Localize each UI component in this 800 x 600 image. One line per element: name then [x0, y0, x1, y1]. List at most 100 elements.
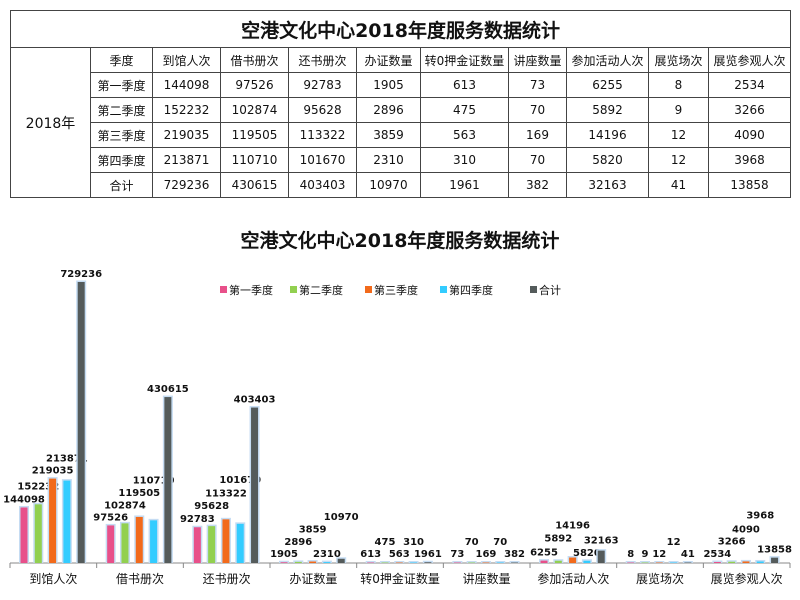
data-label: 1961	[414, 549, 442, 560]
bar-第一季度	[20, 507, 28, 563]
data-label: 613	[360, 549, 381, 560]
table-cell: 403403	[288, 172, 357, 198]
bar-第二季度	[294, 561, 302, 563]
bar-glow	[466, 561, 477, 563]
data-label: 32163	[584, 536, 619, 547]
bar-合计	[424, 562, 432, 563]
legend-label: 第三季度	[374, 283, 418, 297]
bar-第二季度	[554, 560, 562, 563]
bar-第一季度	[193, 527, 201, 563]
column-header: 到馆人次	[152, 47, 221, 73]
data-label: 41	[681, 549, 695, 560]
bar-glow	[422, 560, 433, 563]
bar-glow	[321, 560, 332, 563]
bar-合计	[164, 397, 172, 563]
x-tick-label: 参加活动人次	[537, 571, 609, 586]
data-label: 563	[389, 549, 410, 560]
table-row: 合计 729236 430615 403403 10970 1961 382 32163 41 1…	[11, 172, 792, 198]
bar-glow	[480, 561, 491, 563]
table-row: 第一季度 144098 97526 92783 1905 613 73 6255 8 2534	[11, 72, 792, 98]
table-cell: 合计	[90, 172, 153, 198]
table-row: 第三季度 219035 119505 113322 3859 563 169 14196 12 4…	[11, 122, 792, 148]
data-label: 310	[403, 537, 424, 548]
data-label: 12	[667, 537, 681, 548]
bar-第二季度	[468, 562, 476, 563]
data-label: 8	[627, 549, 634, 560]
bar-合计	[251, 407, 259, 563]
bar-glow	[293, 560, 304, 563]
data-label: 5892	[544, 534, 572, 545]
bar-第一季度	[540, 560, 548, 563]
bar-glow	[365, 561, 376, 563]
bar-第四季度	[583, 560, 591, 563]
x-tick-label: 展览参观人次	[711, 571, 783, 586]
table-header-row: 2018年 季度 到馆人次 借书册次 还书册次 办证数量 转0押金证数量 讲座数量 参加活动人次…	[10, 47, 792, 198]
legend-swatch	[220, 286, 227, 293]
table-cell: 6255	[566, 72, 649, 98]
data-label: 152232	[17, 481, 59, 492]
legend-swatch	[530, 286, 537, 293]
bar-第三季度	[569, 557, 577, 563]
legend-item: 第三季度	[365, 283, 418, 297]
x-tick-label: 借书册次	[116, 572, 164, 586]
bar-第一季度	[367, 562, 375, 563]
data-label: 92783	[180, 514, 215, 525]
bar-第二季度	[121, 523, 129, 563]
legend-item: 合计	[530, 283, 561, 297]
bar-第二季度	[641, 562, 649, 563]
bar-第三季度	[135, 516, 143, 563]
bar-第四季度	[63, 480, 71, 563]
bar-第二季度	[381, 562, 389, 563]
column-header: 展览场次	[648, 47, 709, 73]
table-cell: 1961	[420, 172, 509, 198]
table-cell: 12	[648, 147, 709, 173]
data-label: 3859	[299, 525, 327, 536]
table-cell: 32163	[566, 172, 649, 198]
data-label: 10970	[324, 512, 359, 523]
table-row: 第四季度 213871 110710 101670 2310 310 70 5820 12 396…	[11, 147, 792, 173]
x-tick-label: 还书册次	[203, 572, 251, 586]
bar-第四季度	[410, 562, 418, 563]
bar-合计	[684, 562, 692, 563]
table-cell: 13858	[707, 172, 792, 198]
bar-glow	[509, 561, 520, 563]
bar-第四季度	[323, 562, 331, 563]
table-cell: 41	[648, 172, 709, 198]
legend-swatch	[365, 286, 372, 293]
table-cell: 95628	[288, 97, 357, 123]
data-label: 213871	[46, 454, 88, 465]
bar-glow	[682, 561, 693, 563]
bar-合计	[337, 558, 345, 563]
bar-合计	[511, 562, 519, 563]
bar-第三季度	[742, 561, 750, 563]
x-tick-label: 转0押金证数量	[360, 571, 440, 586]
bar-第二季度	[208, 526, 216, 563]
legend-label: 合计	[539, 283, 561, 297]
data-label: 102874	[104, 500, 146, 511]
year-cell: 2018年	[10, 47, 91, 198]
bar-第一季度	[627, 562, 635, 563]
x-tick-label: 讲座数量	[463, 571, 511, 586]
x-tick-label: 到馆人次	[29, 571, 77, 586]
data-label: 13858	[757, 545, 792, 556]
column-header: 讲座数量	[508, 47, 567, 73]
bar-第三季度	[482, 562, 490, 563]
table-cell: 113322	[288, 122, 357, 148]
data-label: 110710	[133, 475, 175, 486]
column-header: 展览参观人次	[707, 47, 792, 73]
bar-glow	[625, 561, 636, 563]
data-label: 119505	[118, 488, 160, 499]
bar-合计	[597, 550, 605, 563]
data-label: 5820	[573, 548, 601, 559]
table-cell: 2310	[356, 147, 421, 173]
data-label: 101670	[219, 475, 261, 486]
bar-合计	[77, 282, 85, 563]
data-label: 70	[465, 537, 479, 548]
bar-第四季度	[150, 520, 158, 563]
table-cell: 10970	[356, 172, 421, 198]
table-cell: 144098	[152, 72, 221, 98]
data-label: 729236	[60, 269, 102, 280]
legend-swatch	[290, 286, 297, 293]
bar-glow	[495, 561, 506, 563]
data-label: 403403	[234, 395, 276, 406]
